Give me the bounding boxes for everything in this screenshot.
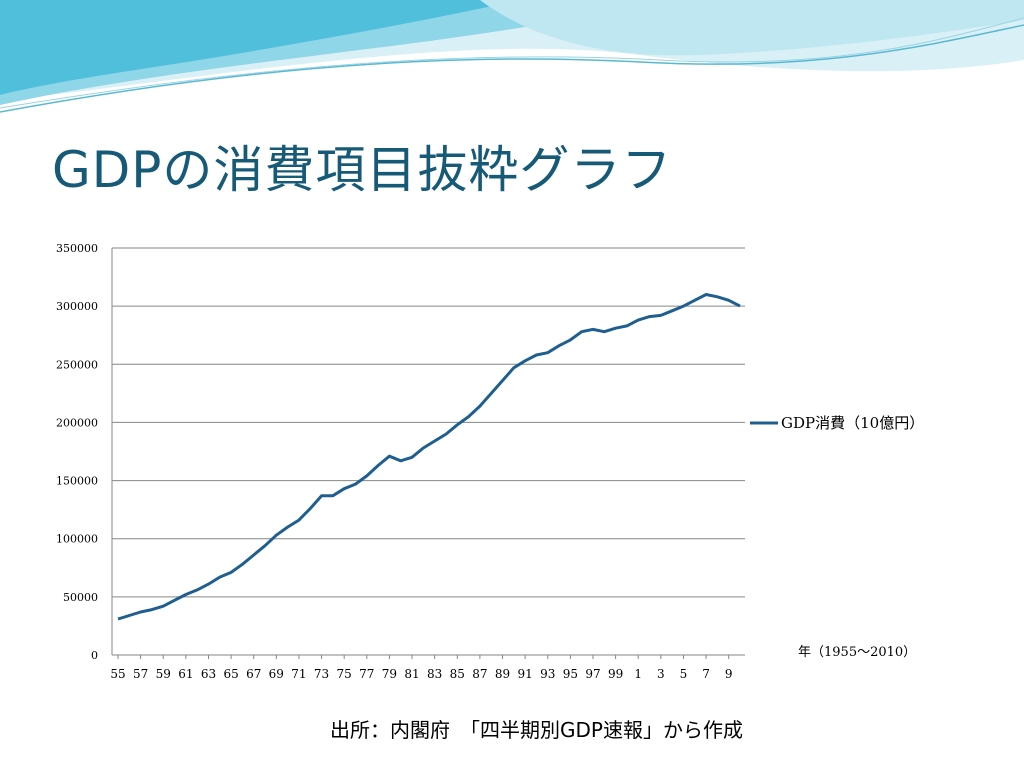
x-tick-label: 9	[725, 667, 733, 681]
x-tick-label: 57	[133, 667, 148, 681]
x-tick-label: 7	[702, 667, 710, 681]
wave-dark	[0, 0, 520, 95]
series-line	[117, 293, 741, 621]
x-tick-label: 95	[563, 667, 578, 681]
x-tick-label: 65	[223, 667, 238, 681]
x-tick-label: 59	[156, 667, 171, 681]
x-tick-label: 93	[540, 667, 555, 681]
legend-label: GDP消費（10億円）	[781, 414, 924, 432]
x-tick-label: 91	[517, 667, 532, 681]
series-layer	[117, 293, 741, 621]
gridlines	[112, 247, 745, 656]
legend: GDP消費（10億円）	[750, 414, 924, 432]
y-tick-label: 250000	[56, 358, 98, 371]
x-tick-label: 79	[382, 667, 397, 681]
y-tick-label: 0	[91, 649, 98, 662]
y-tick-label: 300000	[56, 300, 98, 313]
y-tick-label: 350000	[56, 242, 98, 255]
wave-line-2	[0, 17, 1024, 109]
x-tick-label: 81	[404, 667, 419, 681]
x-tick-label: 85	[450, 667, 465, 681]
x-tick-label: 63	[201, 667, 216, 681]
x-tick-label: 69	[269, 667, 284, 681]
x-tick-label: 83	[427, 667, 442, 681]
x-axis-ticks: 55 57 59 61 63 65 67 69 71 73 75 77 79 81 83 85 87 89 91 93…	[110, 655, 733, 681]
x-tick-label: 77	[359, 667, 374, 681]
x-tick-label: 55	[110, 667, 125, 681]
x-tick-label: 3	[657, 667, 665, 681]
x-tick-label: 89	[495, 667, 510, 681]
slide-title: GDPの消費項目抜粋グラフ	[52, 141, 673, 199]
x-tick-label: 5	[680, 667, 688, 681]
x-tick-label: 71	[291, 667, 306, 681]
x-tick-label: 75	[337, 667, 352, 681]
x-tick-label: 61	[178, 667, 193, 681]
wave-line	[0, 24, 1024, 113]
x-axis-label: 年（1955～2010）	[798, 645, 916, 660]
x-tick-label: 87	[472, 667, 487, 681]
x-tick-label: 67	[246, 667, 261, 681]
y-axis-ticks: 0 50000 100000 150000 200000 250000 300000 3500…	[56, 242, 98, 662]
y-tick-label: 200000	[56, 416, 98, 429]
header-wave-decoration	[0, 0, 1024, 113]
x-tick-label: 97	[585, 667, 600, 681]
y-tick-label: 50000	[63, 591, 98, 604]
y-tick-label: 150000	[56, 475, 98, 488]
y-tick-label: 100000	[56, 533, 98, 546]
wave-right-band	[480, 0, 1024, 56]
x-tick-label: 99	[608, 667, 623, 681]
x-tick-label: 1	[634, 667, 642, 681]
x-tick-label: 73	[314, 667, 329, 681]
source-note: 出所：内閣府 「四半期別GDP速報」から作成	[330, 718, 743, 742]
